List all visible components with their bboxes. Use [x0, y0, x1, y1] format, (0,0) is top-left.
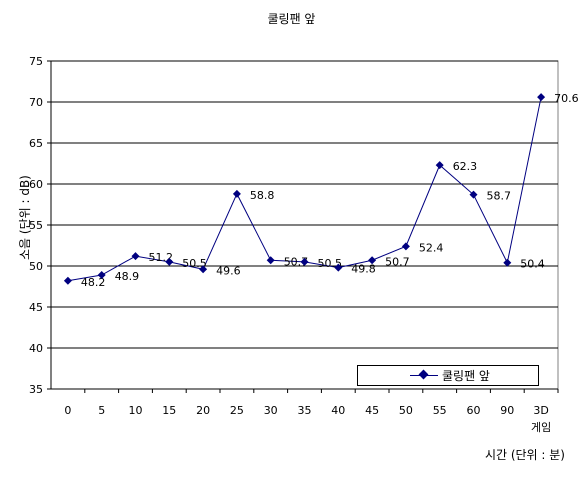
- data-label: 52.4: [419, 241, 444, 254]
- x-tick-label: 20: [196, 404, 210, 417]
- x-tick-label: 0: [64, 404, 71, 417]
- x-tick-label: 45: [365, 404, 379, 417]
- y-tick-label: 70: [29, 96, 43, 109]
- x-tick-label: 40: [331, 404, 345, 417]
- data-point: [537, 93, 546, 102]
- data-point: [435, 161, 444, 170]
- data-label: 50.5: [182, 257, 207, 270]
- data-point: [469, 190, 478, 199]
- data-point: [165, 257, 174, 266]
- data-point: [503, 258, 512, 267]
- y-tick-label: 65: [29, 137, 43, 150]
- data-point: [199, 265, 208, 274]
- data-label: 48.9: [115, 270, 140, 283]
- x-tick-label: 25: [230, 404, 244, 417]
- data-label: 70.6: [554, 92, 579, 105]
- data-label: 50.4: [520, 258, 545, 271]
- y-tick-label: 45: [29, 301, 43, 314]
- y-tick-label: 40: [29, 342, 43, 355]
- x-tick-label: 60: [467, 404, 481, 417]
- legend: 쿨링팬 앞: [357, 365, 539, 386]
- chart-title: 쿨링팬 앞: [267, 12, 316, 26]
- data-point: [232, 189, 241, 198]
- y-tick-label: 35: [29, 383, 43, 396]
- x-tick-label: 3D: [533, 404, 548, 417]
- data-point: [401, 242, 410, 251]
- data-point: [266, 256, 275, 265]
- y-tick-label: 75: [29, 55, 43, 68]
- data-label: 58.7: [487, 190, 512, 203]
- x-tick-label: 35: [298, 404, 312, 417]
- x-tick-label: 90: [500, 404, 514, 417]
- legend-marker-icon: [418, 369, 429, 380]
- x-tick-label: 30: [264, 404, 278, 417]
- data-point: [131, 252, 140, 261]
- data-point: [63, 276, 72, 285]
- data-label: 62.3: [453, 160, 478, 173]
- y-tick-label: 50: [29, 260, 43, 273]
- data-label: 49.6: [216, 264, 241, 277]
- y-tick-label: 55: [29, 219, 43, 232]
- x-tick-label: 55: [433, 404, 447, 417]
- legend-series-name: 쿨링팬 앞: [442, 369, 490, 383]
- x-tick-label: 15: [162, 404, 176, 417]
- data-label: 49.8: [351, 263, 376, 276]
- data-label: 58.8: [250, 189, 275, 202]
- data-label: 48.2: [81, 276, 106, 289]
- data-point: [300, 257, 309, 266]
- data-point: [368, 256, 377, 265]
- x-tick-label: 5: [98, 404, 105, 417]
- data-label: 50.7: [284, 255, 309, 268]
- y-tick-label: 60: [29, 178, 43, 191]
- x-tick-sublabel: 게임: [531, 421, 551, 434]
- x-tick-label: 10: [129, 404, 143, 417]
- data-point: [334, 263, 343, 272]
- data-label: 50.7: [385, 255, 410, 268]
- x-axis-label: 시간 (단위 : 분): [484, 448, 565, 462]
- x-tick-label: 50: [399, 404, 413, 417]
- data-point: [97, 271, 106, 280]
